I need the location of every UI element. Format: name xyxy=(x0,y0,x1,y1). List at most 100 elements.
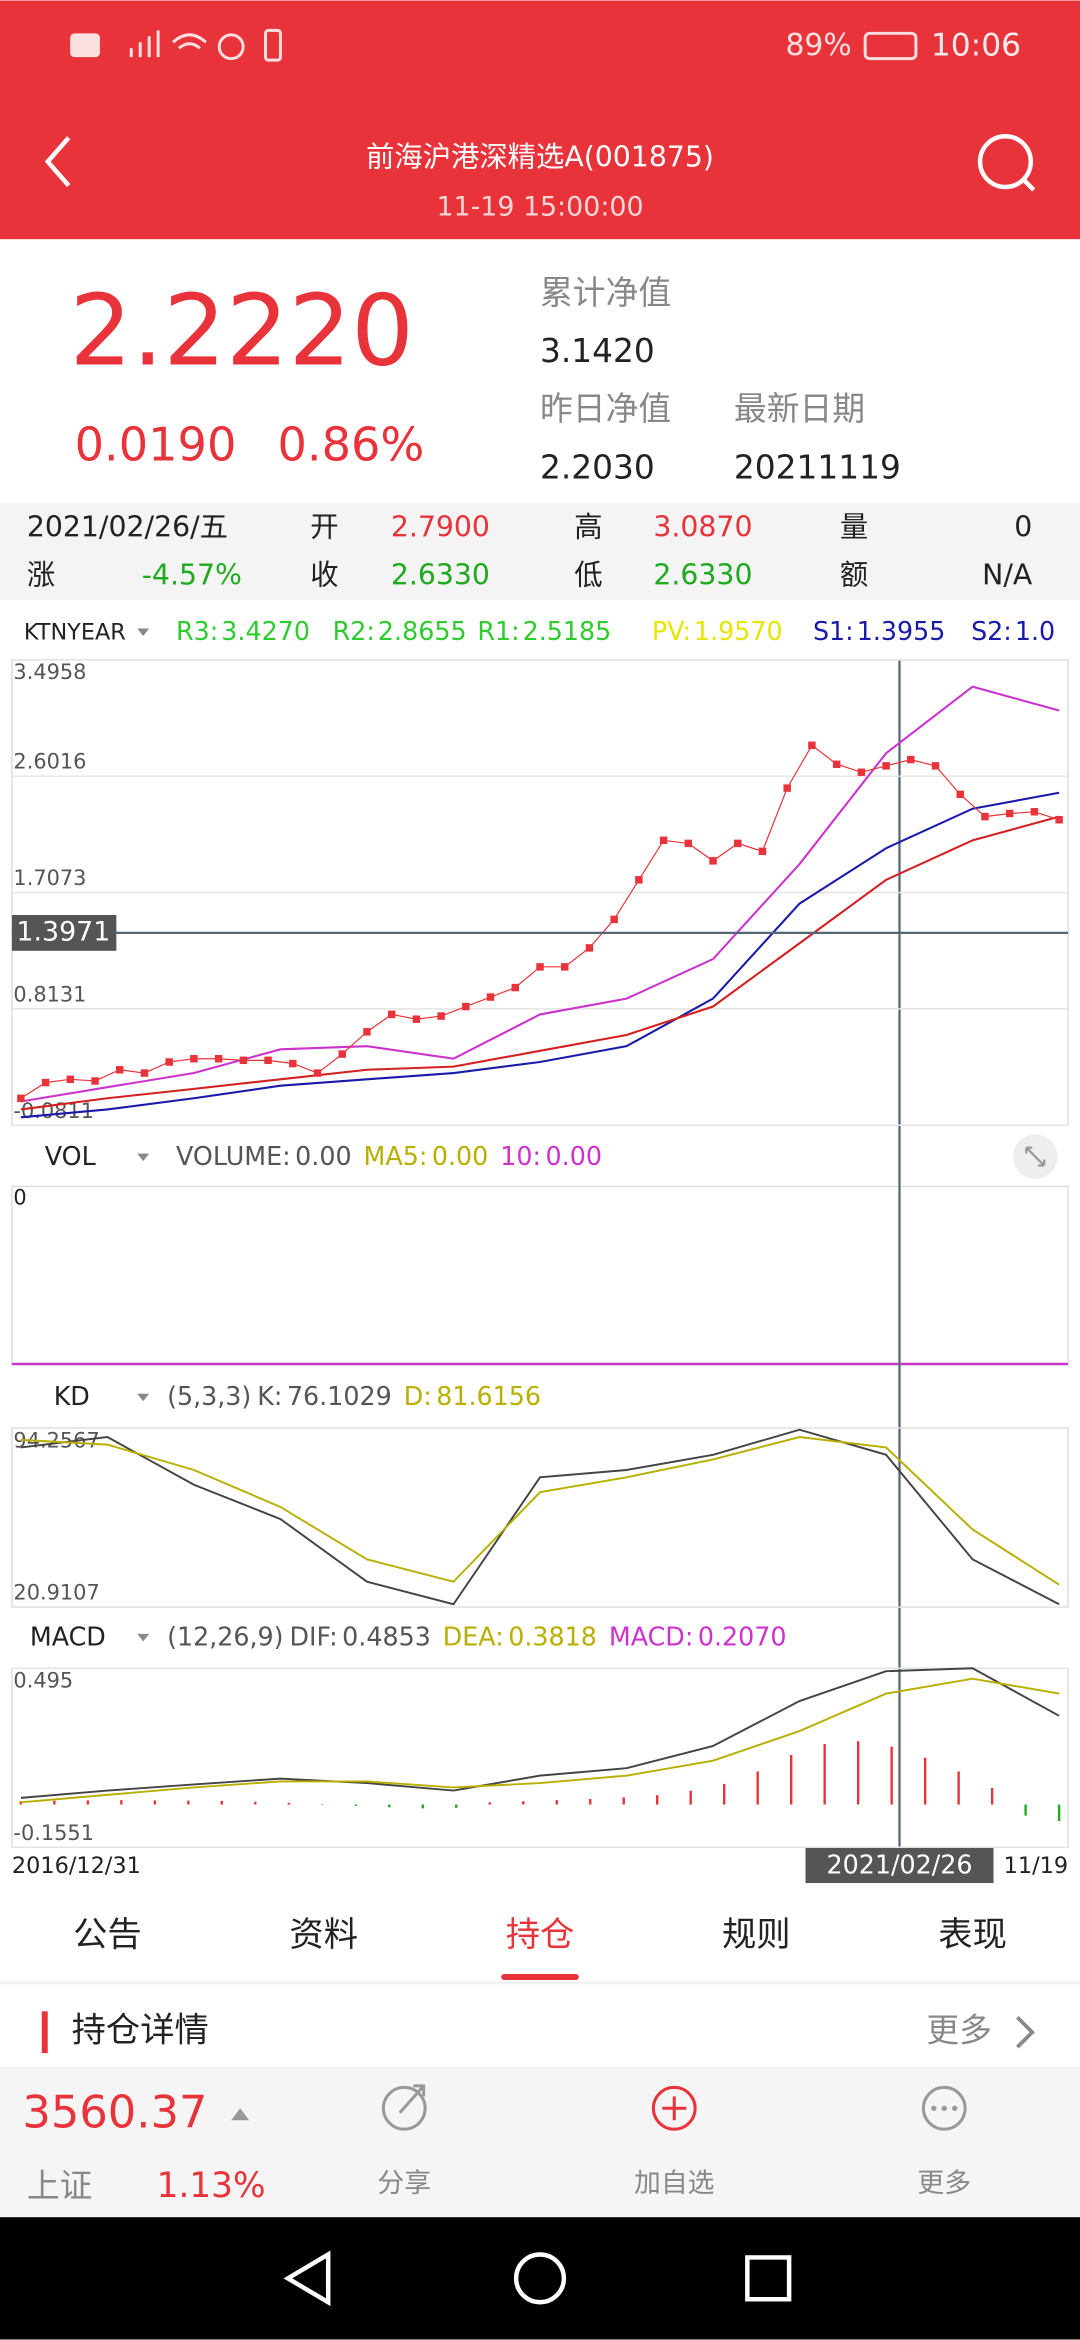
header-bg xyxy=(0,0,1080,240)
legend-label: DEA: xyxy=(443,1621,504,1651)
dropdown-arrow xyxy=(137,1633,150,1642)
price-dot xyxy=(17,1094,25,1103)
quote-date: 2021/02/26/五 xyxy=(27,511,228,544)
quote-panel: 2021/02/26/五 开 2.7900 高 3.0870 量 0 涨 -4.… xyxy=(27,511,1033,592)
level-label: R1: xyxy=(477,616,519,646)
legend-label: MACD: xyxy=(609,1621,694,1651)
tab[interactable]: 规则 xyxy=(722,1915,791,1955)
status-icons xyxy=(70,28,918,62)
legend-params: (12,26,9) xyxy=(167,1621,284,1651)
level: S2: 1.0 xyxy=(971,616,1055,646)
vol-legend: VOLUME: 0.00 MA5: 0.00 10: 0.00 xyxy=(176,1141,602,1171)
price-dot xyxy=(214,1055,223,1063)
series-line xyxy=(20,685,1060,1103)
date-value: 20211119 xyxy=(734,448,901,486)
prev-label: 昨日净值 xyxy=(540,390,671,428)
level-value: 1.0 xyxy=(1015,616,1055,646)
back-button[interactable] xyxy=(44,136,71,187)
legend-value: 0.4853 xyxy=(342,1621,431,1651)
x-start-label: 2016/12/31 xyxy=(12,1853,141,1879)
level-label: S1: xyxy=(813,616,854,646)
price-dot xyxy=(313,1069,322,1077)
bottom-bar-bg xyxy=(0,2066,1080,2218)
action-label[interactable]: 分享 xyxy=(377,2168,431,2199)
index-change: 1.13% xyxy=(157,2166,266,2206)
quote-label: 高 xyxy=(574,511,602,544)
price-dot xyxy=(116,1066,124,1074)
y-tick-label: 2.6016 xyxy=(13,750,86,774)
level: R1: 2.5185 xyxy=(477,616,611,646)
y-tick-label: -0.1551 xyxy=(13,1821,94,1845)
price-dot xyxy=(66,1075,75,1084)
price-dot xyxy=(783,784,791,792)
kd-name[interactable]: KD xyxy=(54,1381,90,1411)
legend-value: 0.00 xyxy=(546,1141,602,1171)
price-dot xyxy=(338,1050,346,1058)
legend-value: 0.00 xyxy=(432,1141,488,1171)
section-title: 持仓详情 xyxy=(72,2011,209,2051)
level-label: S2: xyxy=(971,616,1012,646)
nav-bar xyxy=(0,2217,1080,2340)
clock: 10:06 xyxy=(931,28,1021,64)
battery-text: 89% xyxy=(785,28,851,63)
level: R2: 2.8655 xyxy=(333,616,467,646)
legend-value: 0.2070 xyxy=(698,1621,787,1651)
cum-label: 累计净值 xyxy=(540,274,671,312)
level-value: 1.9570 xyxy=(694,616,783,646)
macd-legend: (12,26,9) DIF: 0.4853 DEA: 0.3818 MACD: 0.2070 xyxy=(167,1621,786,1651)
price-dot xyxy=(808,741,816,750)
series-line xyxy=(20,815,1060,1111)
quote-value: N/A xyxy=(982,558,1033,591)
fund-title: 前海沪港深精选A(001875) xyxy=(366,141,714,174)
level: R3: 3.4270 xyxy=(176,616,310,646)
more-arrow xyxy=(1016,2015,1035,2049)
kd-legend: (5,3,3) K: 76.1029 D: 81.6156 xyxy=(167,1381,541,1411)
series-line xyxy=(20,744,1060,1099)
price-dot xyxy=(832,760,841,769)
macd-name[interactable]: MACD xyxy=(30,1621,106,1651)
level-label: R3: xyxy=(176,616,218,646)
price-dot xyxy=(536,963,544,971)
x-cursor-label: 2021/02/26 xyxy=(826,1850,972,1880)
nav-back[interactable] xyxy=(283,2250,331,2307)
x-end-label: 11/19 xyxy=(1004,1853,1068,1879)
price-dot xyxy=(1005,809,1014,818)
level-value: 2.5185 xyxy=(523,616,612,646)
y-tick-label: -0.0811 xyxy=(13,1099,94,1123)
nav-home[interactable] xyxy=(513,2252,567,2305)
legend-value: 76.1029 xyxy=(287,1381,392,1411)
quote-label: 低 xyxy=(574,558,602,591)
indicator-selector[interactable]: KTNYEAR xyxy=(24,619,126,645)
quote-label: 额 xyxy=(840,558,868,591)
price-dot xyxy=(511,983,520,992)
nav-change: 0.0190 xyxy=(75,418,237,472)
action-label[interactable]: 加自选 xyxy=(634,2168,715,2199)
index-arrow xyxy=(231,2108,250,2121)
more-link[interactable]: 更多 xyxy=(926,2012,992,2050)
price-dot xyxy=(1030,808,1039,816)
expand-button[interactable] xyxy=(1012,1134,1058,1179)
cum-value: 3.1420 xyxy=(540,332,655,370)
action-label[interactable]: 更多 xyxy=(917,2168,971,2199)
series-line xyxy=(20,1428,1060,1606)
level-label: R2: xyxy=(333,616,375,646)
nav-recent[interactable] xyxy=(745,2255,792,2302)
vol-name[interactable]: VOL xyxy=(45,1141,96,1171)
quote-label: 收 xyxy=(310,558,338,591)
tab[interactable]: 持仓 xyxy=(506,1915,575,1955)
price-dot xyxy=(140,1069,149,1077)
index-name: 上证 xyxy=(27,2167,93,2205)
price-dot xyxy=(239,1056,248,1065)
price-dot xyxy=(882,762,890,770)
y-tick-label: 3.4958 xyxy=(13,660,86,684)
tab[interactable]: 公告 xyxy=(73,1915,142,1955)
tab[interactable]: 表现 xyxy=(938,1915,1007,1955)
legend-value: 0.00 xyxy=(295,1141,351,1171)
price-dot xyxy=(684,839,693,848)
level-label: PV: xyxy=(652,616,691,646)
search-button[interactable] xyxy=(977,134,1036,192)
add-icon xyxy=(651,2085,697,2131)
price-dot xyxy=(907,755,915,764)
tab[interactable]: 资料 xyxy=(289,1915,358,1955)
